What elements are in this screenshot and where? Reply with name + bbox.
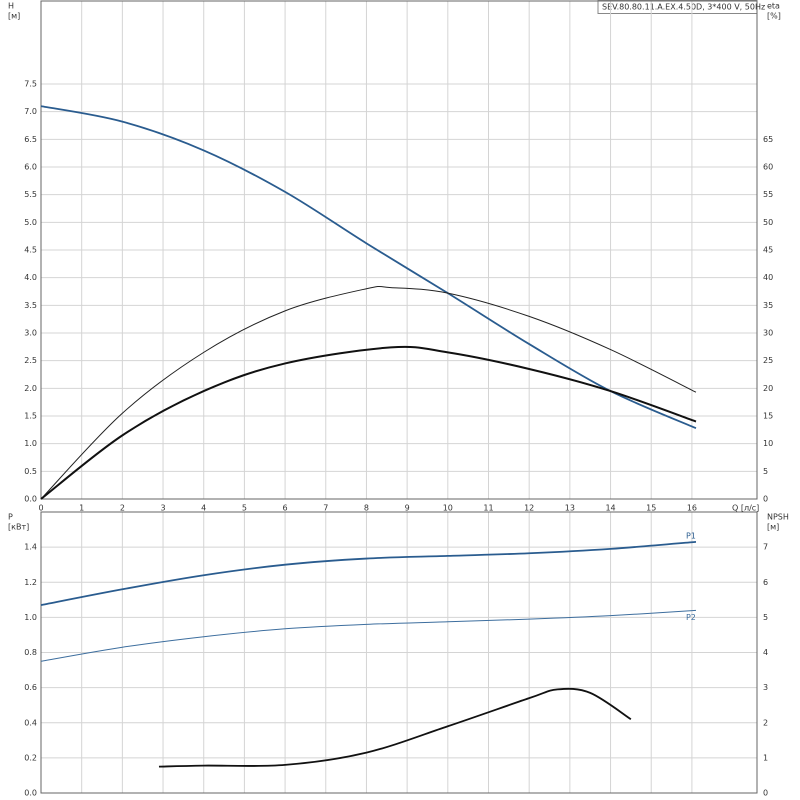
y2-axis-label: NPSH xyxy=(767,513,789,522)
y2-tick-label: 65 xyxy=(763,135,773,144)
curve xyxy=(40,285,697,500)
x-tick-label: 15 xyxy=(646,504,656,513)
y2-tick-label: 5 xyxy=(763,613,768,622)
y-tick-label: 0.5 xyxy=(24,467,37,476)
y2-tick-label: 15 xyxy=(763,412,773,421)
y-tick-label: 4.0 xyxy=(24,273,37,282)
y-tick-label: 1.0 xyxy=(24,613,37,622)
y2-tick-label: 10 xyxy=(763,439,773,448)
y2-tick-label: 55 xyxy=(763,190,773,199)
series-label: P1 xyxy=(686,531,696,540)
x-tick-label: 10 xyxy=(443,504,453,513)
x-tick-label: 14 xyxy=(605,504,615,513)
curve xyxy=(40,540,697,606)
y2-axis-unit: [м] xyxy=(767,523,779,532)
x-tick-label: 16 xyxy=(687,504,697,513)
y-tick-label: 1.4 xyxy=(24,543,37,552)
y-tick-label: 3.0 xyxy=(24,329,37,338)
y2-tick-label: 1 xyxy=(763,753,768,762)
x-tick-label: 4 xyxy=(201,504,206,513)
y-axis-label: P xyxy=(8,513,13,522)
y-tick-label: 2.5 xyxy=(24,356,37,365)
y2-tick-label: 20 xyxy=(763,384,773,393)
curve xyxy=(158,687,632,768)
y-tick-label: 0.4 xyxy=(24,718,37,727)
chart-title: SEV.80.80.11.A.EX.4.50D, 3*400 V, 50Hz xyxy=(602,3,765,12)
y-tick-label: 0.0 xyxy=(24,789,37,798)
x-tick-label: 5 xyxy=(242,504,247,513)
y2-tick-label: 60 xyxy=(763,163,773,172)
y-tick-label: 0.8 xyxy=(24,648,37,657)
x-tick-label: 12 xyxy=(524,504,534,513)
y2-tick-label: 6 xyxy=(763,578,768,587)
y2-tick-label: 45 xyxy=(763,246,773,255)
x-tick-label: 13 xyxy=(565,504,575,513)
y2-axis-unit: [%] xyxy=(767,12,781,21)
y-tick-label: 1.0 xyxy=(24,439,37,448)
x-tick-label: 8 xyxy=(364,504,369,513)
x-tick-label: 9 xyxy=(405,504,410,513)
x-tick-label: 6 xyxy=(283,504,288,513)
y2-tick-label: 0 xyxy=(763,789,768,798)
plot-frame xyxy=(40,0,758,500)
y2-tick-label: 0 xyxy=(763,495,768,504)
x-tick-label: 0 xyxy=(38,504,43,513)
y-tick-label: 4.5 xyxy=(24,246,37,255)
y-tick-label: 7.0 xyxy=(24,107,37,116)
curve xyxy=(40,105,697,429)
y-tick-label: 5.5 xyxy=(24,190,37,199)
y2-tick-label: 30 xyxy=(763,329,773,338)
y-axis-unit: [м] xyxy=(8,12,20,21)
x-tick-label: 3 xyxy=(160,504,165,513)
y-tick-label: 1.2 xyxy=(24,578,37,587)
y-tick-label: 0.6 xyxy=(24,683,37,692)
x-tick-label: 2 xyxy=(120,504,125,513)
y2-tick-label: 40 xyxy=(763,273,773,282)
y-axis-label: H xyxy=(8,2,14,11)
y-axis-unit: [кВт] xyxy=(8,523,29,532)
y-tick-label: 0.2 xyxy=(24,753,37,762)
plot-frame xyxy=(40,511,758,794)
y2-tick-label: 50 xyxy=(763,218,773,227)
y-tick-label: 6.5 xyxy=(24,135,37,144)
y2-tick-label: 5 xyxy=(763,467,768,476)
x-axis-label: Q [л/с] xyxy=(732,504,759,513)
y-tick-label: 5.0 xyxy=(24,218,37,227)
x-tick-label: 1 xyxy=(79,504,84,513)
y2-tick-label: 7 xyxy=(763,543,768,552)
y2-tick-label: 35 xyxy=(763,301,773,310)
curve xyxy=(40,609,697,662)
y-tick-label: 2.0 xyxy=(24,384,37,393)
curve xyxy=(40,345,697,500)
y-tick-label: 3.5 xyxy=(24,301,37,310)
x-tick-label: 7 xyxy=(323,504,328,513)
y-tick-label: 1.5 xyxy=(24,412,37,421)
y2-axis-label: eta xyxy=(767,2,780,11)
y2-tick-label: 3 xyxy=(763,683,768,692)
y2-tick-label: 2 xyxy=(763,718,768,727)
x-tick-label: 11 xyxy=(483,504,493,513)
series-label: P2 xyxy=(686,613,696,622)
y-tick-label: 7.5 xyxy=(24,80,37,89)
y2-tick-label: 25 xyxy=(763,356,773,365)
y-tick-label: 0.0 xyxy=(24,495,37,504)
y-tick-label: 6.0 xyxy=(24,163,37,172)
y2-tick-label: 4 xyxy=(763,648,768,657)
